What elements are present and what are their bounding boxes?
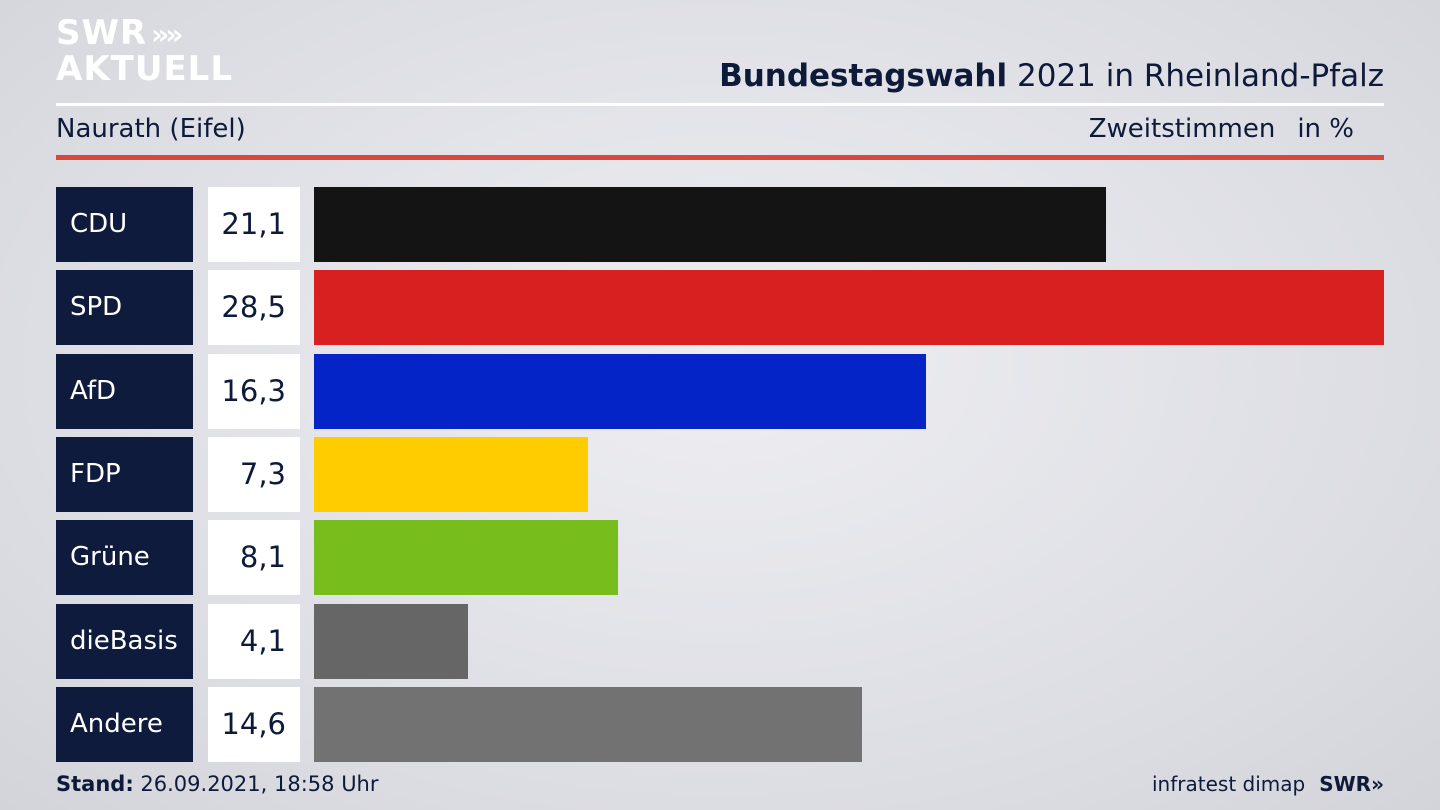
chart-row-5: dieBasis 4,1 xyxy=(56,603,1384,679)
measure-label: Zweitstimmen in % xyxy=(1089,114,1354,144)
title-rest: 2021 in Rheinland-Pfalz xyxy=(1017,58,1384,94)
swr-brand-logo: SWR» xyxy=(1319,772,1384,796)
timestamp: Stand: 26.09.2021, 18:58 Uhr xyxy=(56,772,379,796)
measure-type: Zweitstimmen xyxy=(1088,114,1276,144)
category-label: SPD xyxy=(56,270,193,346)
logo-line-2: AKTUELL xyxy=(56,49,234,89)
category-label: Grüne xyxy=(56,520,193,596)
header-divider xyxy=(56,103,1384,106)
category-label: CDU xyxy=(56,187,193,262)
category-label: AfD xyxy=(56,353,193,429)
stand-label: Stand: xyxy=(56,772,134,796)
data-label: 4,1 xyxy=(208,603,300,679)
location-label: Naurath (Eifel) xyxy=(56,114,246,144)
data-label: 16,3 xyxy=(208,353,300,429)
stand-value: 26.09.2021, 18:58 Uhr xyxy=(140,772,379,796)
chart-row-3: FDP 7,3 xyxy=(56,436,1384,512)
source-credit: infratest dimap SWR» xyxy=(1152,772,1384,796)
chart-row-0: CDU 21,1 xyxy=(56,187,1384,262)
bar xyxy=(314,436,589,512)
bar xyxy=(314,270,1384,346)
measure-unit: in % xyxy=(1297,114,1354,144)
bar xyxy=(314,603,468,679)
accent-divider xyxy=(56,155,1384,160)
category-label: dieBasis xyxy=(56,603,193,679)
data-label: 7,3 xyxy=(208,436,300,512)
chart-row-4: Grüne 8,1 xyxy=(56,520,1384,596)
logo-line-1: SWR»» xyxy=(56,13,183,53)
swr-aktuell-logo: SWR»» AKTUELL xyxy=(56,16,233,86)
chart-title: Bundestagswahl 2021 in Rheinland-Pfalz xyxy=(719,58,1384,94)
source-label: infratest dimap xyxy=(1152,772,1306,796)
bar xyxy=(314,353,926,429)
category-label: FDP xyxy=(56,436,193,512)
chart-row-6: Andere 14,6 xyxy=(56,686,1384,762)
data-label: 14,6 xyxy=(208,686,300,762)
category-label: Andere xyxy=(56,686,193,762)
logo-arrows-icon: » xyxy=(151,18,169,51)
data-label: 28,5 xyxy=(208,270,300,346)
chart-row-1: SPD 28,5 xyxy=(56,270,1384,346)
data-label: 8,1 xyxy=(208,520,300,596)
chart-row-2: AfD 16,3 xyxy=(56,353,1384,429)
bar xyxy=(314,686,863,762)
bar xyxy=(314,187,1107,262)
bar xyxy=(314,520,619,596)
data-label: 21,1 xyxy=(208,187,300,262)
title-bold: Bundestagswahl xyxy=(719,58,1008,94)
